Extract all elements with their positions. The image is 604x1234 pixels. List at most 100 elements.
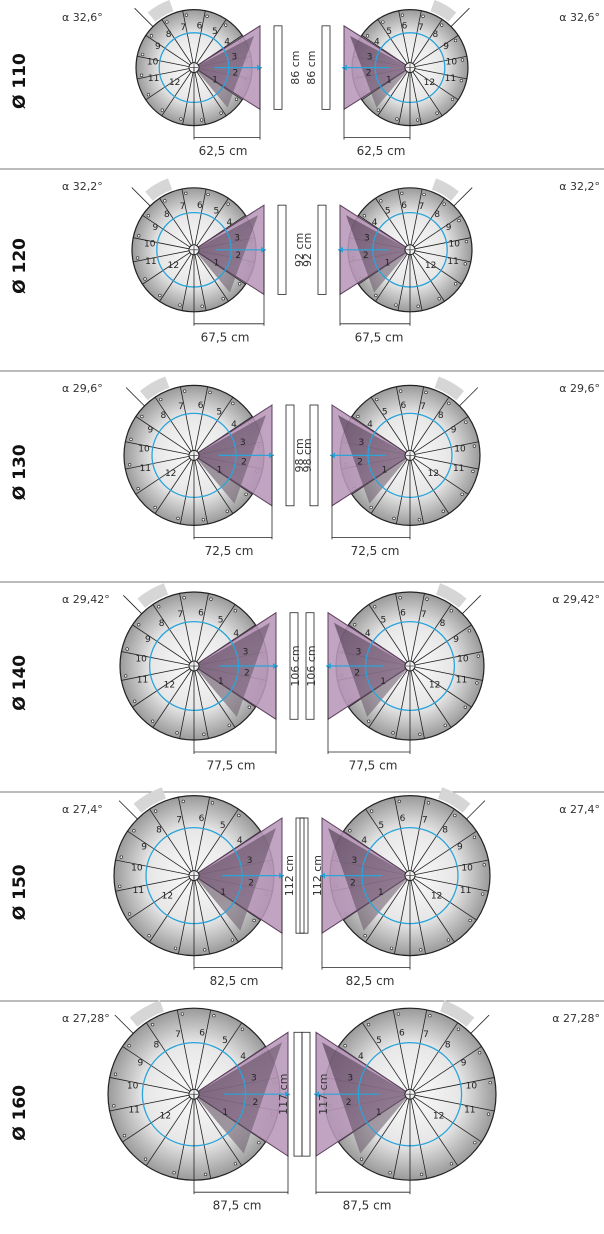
step-number-3-left-6: 6 bbox=[198, 609, 204, 619]
step-number-4-left-8: 8 bbox=[156, 825, 162, 835]
baluster-4-left-1 bbox=[237, 813, 241, 818]
step-number-2-right-10: 10 bbox=[454, 444, 466, 454]
height-dim-right-2 bbox=[309, 404, 319, 507]
height-dim-left-0 bbox=[273, 25, 283, 110]
step-number-2-right-8: 8 bbox=[438, 411, 444, 421]
step-number-3-left-9: 9 bbox=[145, 635, 151, 645]
baluster-1-left-5 bbox=[238, 282, 242, 286]
step-number-4-left-3: 3 bbox=[247, 856, 253, 866]
step-edge-5-left-6 bbox=[193, 1093, 243, 1166]
step-number-2-right-3: 3 bbox=[358, 438, 364, 448]
angle-band-0-right bbox=[430, 0, 457, 22]
step-edge-0-right-3 bbox=[409, 55, 467, 68]
baluster-3-left-13 bbox=[137, 623, 141, 627]
step-edge-3-left-6 bbox=[193, 665, 236, 728]
direction-arrowhead-1-right bbox=[338, 246, 343, 253]
angle-label-left-5: α 27,28° bbox=[62, 1012, 110, 1025]
step-number-2-right-2: 2 bbox=[357, 457, 363, 467]
step-number-2-left-5: 5 bbox=[216, 407, 222, 417]
step-edge-1-right-3 bbox=[409, 237, 471, 251]
step-edge-0-right-5 bbox=[409, 67, 459, 101]
step-number-5-right-9: 9 bbox=[461, 1059, 467, 1069]
baluster-5-right-3 bbox=[488, 1080, 492, 1085]
baluster-2-right-4 bbox=[471, 469, 475, 473]
step-number-3-right-11: 11 bbox=[456, 675, 467, 685]
baluster-3-right-2 bbox=[467, 629, 471, 633]
step-edge-3-right-7 bbox=[409, 665, 425, 739]
baluster-1-left-7 bbox=[200, 304, 204, 308]
step-number-3-right-6: 6 bbox=[400, 609, 406, 619]
direction-arrowhead-3-right bbox=[326, 663, 331, 669]
step-edge-2-right-7 bbox=[409, 455, 425, 525]
height-label-left-3: 106 cm bbox=[305, 645, 318, 686]
landing-shadow-1-left bbox=[194, 215, 258, 293]
baluster-0-right-0 bbox=[421, 14, 425, 18]
step-number-3-left-4: 4 bbox=[233, 629, 239, 639]
step-number-4-left-11: 11 bbox=[133, 886, 144, 896]
step-number-3-left-10: 10 bbox=[135, 655, 147, 665]
step-number-3-right-10: 10 bbox=[457, 655, 469, 665]
step-number-1-left-2: 2 bbox=[235, 251, 241, 261]
diameter-label-4: Ø 150 bbox=[10, 864, 30, 920]
step-edge-5-left-8 bbox=[176, 1094, 195, 1179]
angle-label-right-1: α 32,2° bbox=[559, 180, 600, 193]
step-number-1-left-5: 5 bbox=[213, 207, 219, 217]
baluster-5-left-12 bbox=[113, 1072, 118, 1076]
step-number-0-right-8: 8 bbox=[433, 30, 439, 40]
baluster-2-right-2 bbox=[464, 420, 468, 424]
step-number-5-right-12: 12 bbox=[433, 1112, 444, 1122]
step-edge-0-left-9 bbox=[161, 67, 195, 117]
height-label-right-1: 92 cm bbox=[301, 233, 314, 267]
step-number-4-left-1: 1 bbox=[220, 888, 226, 898]
step-number-0-right-12: 12 bbox=[424, 78, 435, 88]
baluster-0-right-1 bbox=[440, 23, 444, 27]
baluster-1-left-1 bbox=[226, 202, 230, 206]
step-edge-2-left-1 bbox=[193, 396, 234, 456]
step-number-1-right-1: 1 bbox=[385, 258, 391, 268]
step-edge-4-right-1 bbox=[409, 808, 455, 876]
height-dim-right-1 bbox=[317, 204, 327, 295]
baluster-2-right-14 bbox=[375, 397, 379, 402]
step-edge-3-left-10 bbox=[132, 665, 195, 708]
baluster-4-right-2 bbox=[472, 835, 477, 839]
baluster-1-right-14 bbox=[379, 199, 383, 203]
angle-label-left-2: α 29,6° bbox=[62, 382, 103, 395]
direction-arrowhead-5-left bbox=[285, 1091, 290, 1098]
step-number-1-right-8: 8 bbox=[434, 210, 440, 220]
step-edge-0-left-13 bbox=[145, 35, 195, 68]
step-edge-4-left-9 bbox=[149, 875, 195, 943]
step-edge-0-left-15 bbox=[182, 10, 195, 68]
angle-band-3-right bbox=[435, 583, 467, 608]
step-edge-4-left-13 bbox=[127, 830, 195, 876]
step-edge-1-left-11 bbox=[133, 249, 195, 263]
step-number-2-left-11: 11 bbox=[140, 464, 151, 474]
step-number-1-left-11: 11 bbox=[145, 257, 156, 267]
step-number-2-right-4: 4 bbox=[367, 420, 373, 430]
height-dim-right-0 bbox=[321, 25, 331, 110]
step-edge-5-right-9 bbox=[361, 1093, 411, 1166]
step-edge-2-right-5 bbox=[409, 455, 469, 495]
baluster-1-right-3 bbox=[464, 240, 469, 244]
landing-shadow-2-right bbox=[338, 415, 410, 504]
step-number-1-right-10: 10 bbox=[449, 239, 461, 249]
step-edge-1-left-15 bbox=[181, 188, 195, 250]
step-edge-3-left-1 bbox=[193, 604, 236, 667]
baluster-5-right-2 bbox=[478, 1051, 482, 1055]
step-edge-5-left-10 bbox=[122, 1093, 195, 1143]
baluster-1-right-8 bbox=[394, 303, 398, 307]
step-number-1-left-8: 8 bbox=[164, 210, 170, 220]
baluster-1-left-15 bbox=[184, 191, 188, 195]
baluster-0-left-10 bbox=[146, 93, 151, 97]
baluster-1-right-0 bbox=[422, 192, 426, 197]
step-edge-2-left-15 bbox=[179, 386, 195, 456]
step-edge-5-left-1 bbox=[193, 1022, 243, 1095]
height-label-right-3: 106 cm bbox=[289, 645, 302, 686]
step-number-2-right-9: 9 bbox=[451, 426, 457, 436]
step-number-1-left-9: 9 bbox=[152, 223, 158, 233]
baluster-2-right-13 bbox=[356, 414, 360, 419]
step-number-2-left-6: 6 bbox=[198, 401, 204, 411]
step-number-1-left-12: 12 bbox=[168, 261, 179, 271]
step-edge-3-right-4 bbox=[409, 665, 483, 681]
baluster-1-right-6 bbox=[437, 297, 441, 301]
